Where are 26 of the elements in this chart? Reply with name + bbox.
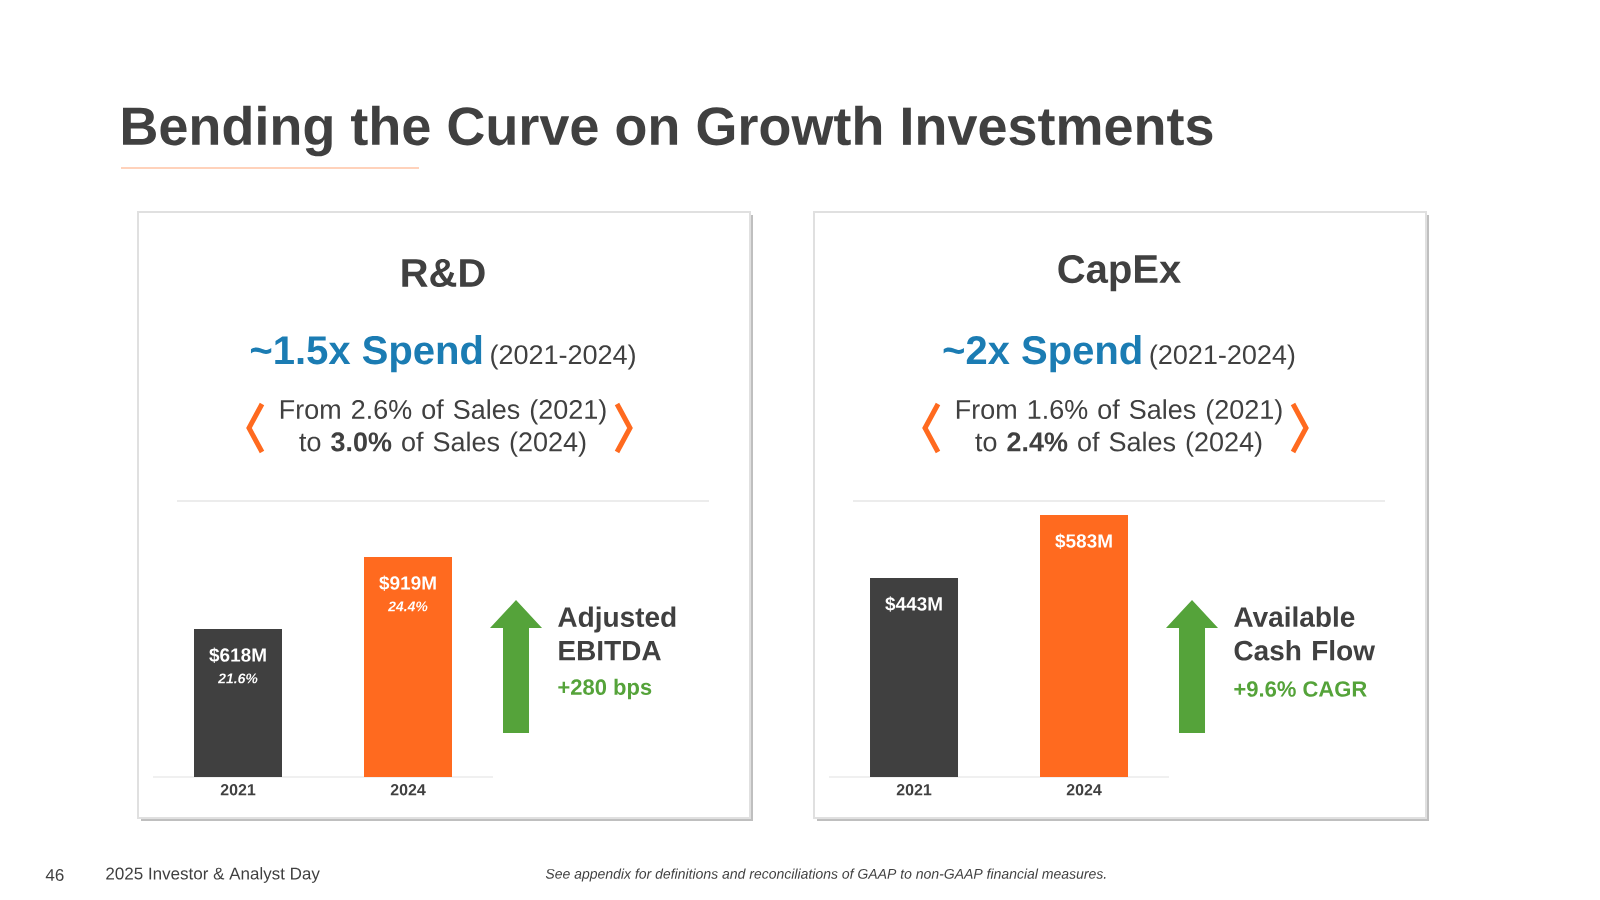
data-label: $919M (379, 575, 436, 591)
text: (2021-2024) (491, 344, 635, 370)
chart-title: R&D (402, 258, 485, 288)
text: Bending the Curve on Growth Investments (123, 105, 1213, 157)
text: From 1.6% of Sales (2021) to 2.4% of Sales (2024) (956, 399, 1282, 457)
x-tick-label: 2021 (896, 784, 932, 796)
x-tick-label: 2024 (1066, 784, 1102, 796)
x-tick-label: 2024 (390, 784, 426, 796)
x-tick-label: 2021 (220, 784, 256, 796)
annotation: 24.4% (387, 601, 428, 612)
text: Adjusted EBITDA (558, 606, 676, 661)
data-label: $443M (885, 596, 942, 612)
text: +280 bps (558, 678, 652, 700)
text: (2021-2024) (1150, 344, 1295, 370)
text: From 2.6% of Sales (2021) to 3.0% of Sales (2024) (280, 399, 606, 457)
chart-title: CapEx (1058, 254, 1181, 292)
chart-subtitle: ~1.5x Spend (250, 335, 482, 373)
text: +9.6% CAGR (1234, 681, 1367, 697)
text: See appendix for definitions and reconciliations of GAAP to non-GAAP financial measures. (545, 868, 1106, 882)
data-label: $583M (1055, 533, 1112, 549)
annotation: 21.6% (217, 673, 258, 684)
text: Available Cash Flow (1234, 606, 1376, 661)
text: 2025 Investor & Analyst Day (106, 867, 320, 883)
data-label: $618M (209, 647, 266, 663)
chart-subtitle: ~2x Spend (943, 335, 1141, 373)
text: 46 (45, 869, 64, 882)
